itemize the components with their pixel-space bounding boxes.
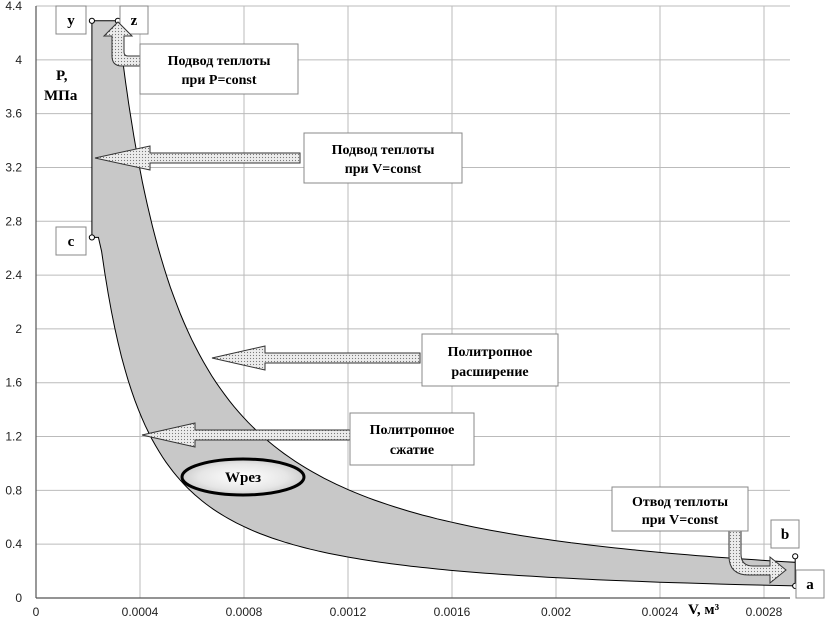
svg-text:Отвод теплоты: Отвод теплоты (632, 495, 728, 510)
point-label-a: a (795, 569, 825, 599)
axes (35, 6, 790, 599)
arrow-compression-icon (141, 422, 351, 448)
svg-text:при V=const: при V=const (642, 513, 719, 528)
point-label-c: c (55, 226, 87, 256)
point-label-b: b (770, 519, 800, 549)
cycle-points (88, 17, 799, 589)
svg-text:Подвод теплоты: Подвод теплоты (332, 143, 435, 158)
y-axis-label-unit: МПа (44, 88, 78, 104)
arrow-heat-out-icon (728, 527, 787, 585)
svg-text:при P=const: при P=const (181, 73, 256, 88)
svg-text:c: c (68, 234, 75, 250)
y-tick-label: 2 (15, 322, 22, 336)
annotation-heat-p: Подвод теплоты при P=const (139, 43, 299, 95)
x-tick-label: 0 (33, 605, 40, 619)
point-marker-c (88, 234, 96, 241)
y-axis-label: P, (56, 68, 68, 84)
x-axis-label: V, м³ (688, 602, 720, 618)
y-tick-label: 1.6 (5, 376, 22, 390)
point-marker-b (792, 553, 799, 560)
arrow-heat-v-icon (94, 145, 301, 171)
svg-text:сжатие: сжатие (390, 443, 434, 458)
arrow-heat-p-icon (102, 21, 141, 67)
y-tick-label: 1.2 (5, 430, 22, 444)
x-tick-label: 0.0024 (642, 605, 679, 619)
x-tick-label: 0.0012 (330, 605, 367, 619)
arrow-expansion-icon (211, 345, 421, 371)
x-tick-labels: 0 0.0004 0.0008 0.0012 0.0016 0.002 0.0024 0.00… (33, 605, 783, 619)
y-tick-label: 0.4 (5, 537, 22, 551)
y-tick-label: 2.8 (5, 214, 22, 228)
svg-text:Подвод теплоты: Подвод теплоты (168, 54, 271, 69)
y-tick-label: 3.6 (5, 107, 22, 121)
work-ellipse: Wрез (180, 457, 306, 497)
annotation-compression: Политропное сжатие (349, 412, 475, 466)
svg-text:при V=const: при V=const (345, 162, 422, 177)
x-tick-label: 0.0004 (122, 605, 159, 619)
svg-text:Политропное: Политропное (448, 345, 533, 360)
y-tick-label: 2.4 (5, 268, 22, 282)
annotation-heat-out: Отвод теплоты при V=const (611, 486, 749, 532)
svg-text:Политропное: Политропное (370, 423, 455, 438)
y-tick-label: 0.8 (5, 483, 22, 497)
point-marker-y (88, 17, 96, 24)
svg-text:Wрез: Wрез (225, 470, 261, 486)
svg-text:y: y (67, 13, 75, 29)
svg-text:b: b (781, 527, 789, 543)
annotation-heat-v: Подвод теплоты при V=const (303, 132, 463, 184)
x-tick-label: 0.0016 (434, 605, 471, 619)
x-tick-label: 0.0008 (226, 605, 263, 619)
x-tick-label: 0.002 (541, 605, 571, 619)
y-tick-label: 3.2 (5, 160, 22, 174)
svg-text:a: a (806, 577, 814, 593)
y-tick-label: 4.4 (5, 0, 22, 13)
annotation-expansion: Политропное расширение (421, 333, 559, 387)
y-tick-label: 4 (15, 53, 22, 67)
svg-text:расширение: расширение (451, 365, 528, 380)
y-tick-label: 0 (15, 591, 22, 605)
point-label-y: y (55, 5, 87, 35)
x-tick-label: 0.0028 (746, 605, 783, 619)
y-tick-labels: 0 0.4 0.8 1.2 1.6 2 2.4 2.8 3.2 3.6 4 4.4 (5, 0, 22, 605)
svg-text:z: z (131, 13, 138, 29)
